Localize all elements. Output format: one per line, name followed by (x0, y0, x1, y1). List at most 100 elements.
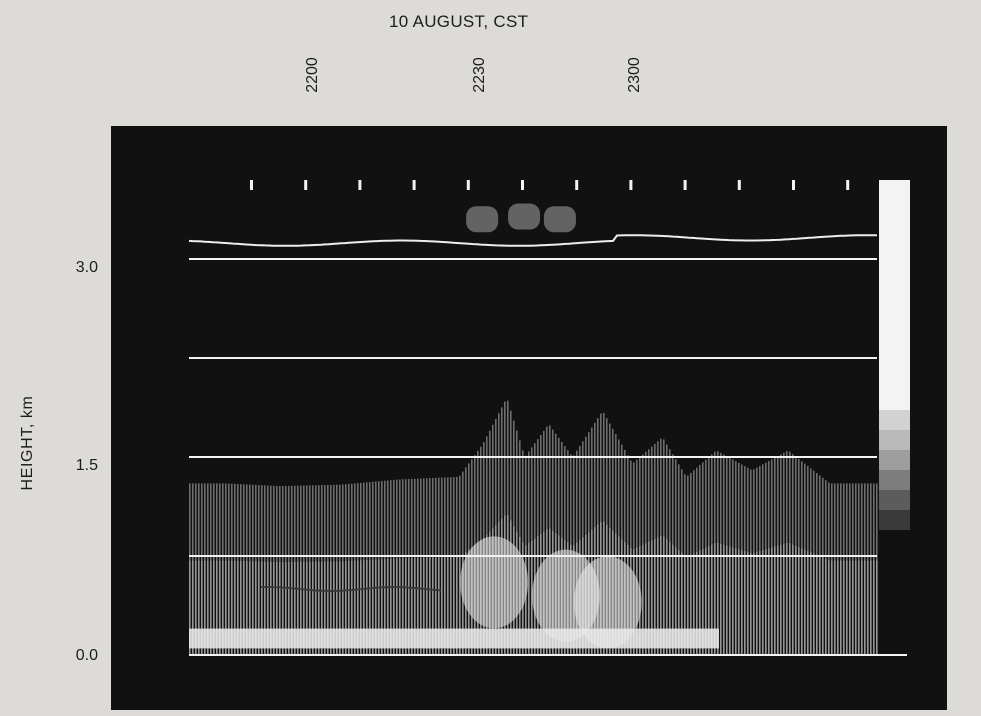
echo-column-core (762, 550, 764, 655)
echo-column-core (456, 557, 458, 655)
echo-column-core (810, 552, 812, 655)
echo-column-core (846, 560, 848, 655)
echo-column-core (744, 551, 746, 655)
echo-column-core (435, 557, 437, 655)
echo-column-core (822, 557, 824, 655)
echo-column-core (423, 557, 425, 655)
echo-column-core (339, 561, 341, 655)
echo-column-core (771, 547, 773, 655)
echo-column-core (354, 560, 356, 655)
echo-column-core (531, 540, 533, 655)
upper-echo (543, 206, 576, 233)
time-mark (629, 180, 633, 190)
echo-column-core (789, 543, 791, 655)
time-mark (466, 180, 470, 190)
echo-column-core (414, 558, 416, 655)
echo-column-core (831, 560, 833, 655)
echo-column-core (264, 561, 266, 655)
colorbar-segment (879, 450, 910, 470)
echo-column-core (849, 560, 851, 655)
echo-column-core (258, 561, 260, 655)
echo-column-core (852, 560, 854, 655)
echo-column-core (735, 548, 737, 655)
echo-column-core (867, 560, 869, 655)
upper-echo (508, 203, 541, 230)
echo-column-core (699, 550, 701, 655)
echo-column-core (774, 546, 776, 655)
echo-column-core (720, 543, 722, 655)
echo-column-core (714, 543, 716, 655)
echo-column-core (357, 560, 359, 655)
echo-column-core (687, 556, 689, 655)
echo-column-core (528, 543, 530, 655)
echo-column-core (876, 560, 878, 655)
echo-column-core (459, 556, 461, 655)
echo-column-core (798, 547, 800, 655)
time-mark (304, 180, 308, 190)
echo-column-core (291, 561, 293, 655)
time-mark (737, 180, 741, 190)
radar-plot (111, 126, 947, 710)
echo-column-core (786, 542, 788, 655)
echo-column-core (198, 560, 200, 655)
echo-column-core (675, 547, 677, 655)
echo-column-core (330, 561, 332, 655)
echo-column-core (690, 554, 692, 655)
echo-column-core (738, 549, 740, 655)
echo-column-core (702, 549, 704, 655)
echo-column-core (462, 554, 464, 655)
echo-column-core (828, 560, 830, 655)
echo-column-core (285, 561, 287, 655)
echo-column-core (792, 544, 794, 655)
echo-column-core (756, 551, 758, 655)
echo-column-core (342, 561, 344, 655)
echo-column-core (255, 561, 257, 655)
echo-column-core (327, 561, 329, 655)
echo-column-core (399, 558, 401, 655)
echo-column-core (345, 561, 347, 655)
colorbar-segment (879, 510, 910, 530)
echo-column-core (864, 560, 866, 655)
time-mark (683, 180, 687, 190)
y-tick-label: 3.0 (75, 259, 98, 276)
echo-column-core (417, 557, 419, 655)
echo-column-core (279, 562, 281, 655)
echo-column-core (726, 545, 728, 655)
echo-column-core (228, 560, 230, 655)
upper-trace (188, 234, 877, 247)
echo-column-core (408, 558, 410, 655)
echo-column-core (651, 540, 653, 655)
time-mark (575, 180, 579, 190)
echo-column-core (780, 544, 782, 655)
echo-column-core (873, 560, 875, 655)
echo-column-core (747, 552, 749, 655)
upper-echo (466, 206, 499, 233)
echo-column-core (321, 561, 323, 655)
echo-column-core (777, 545, 779, 655)
echo-column-core (807, 551, 809, 655)
echo-column-core (654, 538, 656, 655)
echo-column-core (753, 552, 755, 655)
echo-column-core (669, 541, 671, 655)
echo-column-core (645, 543, 647, 655)
grid-layer (188, 234, 907, 656)
echo-column-core (270, 561, 272, 655)
echo-column-core (318, 561, 320, 655)
echo-column-core (297, 561, 299, 655)
echo-column-core (246, 561, 248, 655)
y-tick-label: 0.0 (75, 647, 98, 664)
echo-column-core (801, 548, 803, 655)
echo-column-core (369, 559, 371, 655)
echo-column-core (768, 548, 770, 655)
echo-column-core (249, 561, 251, 655)
y-axis-label: HEIGHT, km (19, 395, 36, 491)
echo-column-core (243, 561, 245, 655)
echo-column-core (210, 560, 212, 655)
colorbar-segment (879, 180, 910, 410)
echo-column-core (813, 553, 815, 655)
radar-panel (111, 126, 947, 710)
echo-surface-layer (189, 628, 719, 649)
echo-column-core (765, 549, 767, 655)
echo-column-core (861, 560, 863, 655)
